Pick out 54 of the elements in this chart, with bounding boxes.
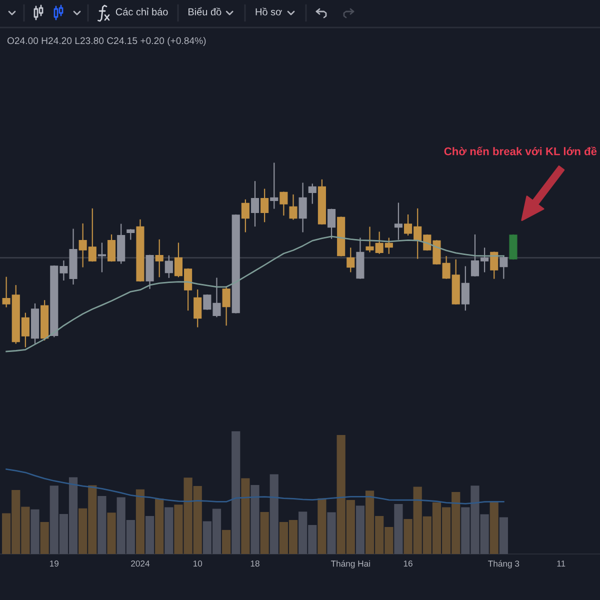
x-tick-label: 2024 bbox=[131, 560, 150, 567]
candlestick bbox=[270, 162, 278, 209]
bar bbox=[164, 507, 174, 554]
bar bbox=[241, 478, 250, 554]
bar bbox=[318, 498, 326, 554]
candlestick bbox=[461, 266, 470, 311]
candlestick bbox=[346, 248, 355, 272]
x-tick-label: Tháng Hai bbox=[330, 560, 370, 568]
bar bbox=[107, 512, 116, 554]
bar bbox=[260, 512, 269, 554]
bar bbox=[136, 489, 145, 554]
bar bbox=[327, 512, 336, 554]
x-tick-label: 16 bbox=[404, 560, 412, 567]
text: Chờ nến break với KL lớn đề bbox=[444, 146, 597, 156]
candlestick bbox=[280, 192, 288, 216]
bar bbox=[145, 516, 154, 554]
bar bbox=[155, 498, 164, 554]
bar bbox=[499, 517, 508, 554]
x-tick-label: 11 bbox=[557, 560, 566, 566]
candlestick bbox=[260, 188, 269, 222]
x-tick-label: 18 bbox=[250, 560, 260, 567]
candlestick bbox=[241, 199, 250, 232]
candlestick bbox=[298, 182, 307, 232]
candlestick bbox=[500, 255, 508, 279]
bar bbox=[394, 504, 403, 554]
candlestick bbox=[126, 229, 135, 240]
candlestick bbox=[98, 242, 106, 272]
candlestick bbox=[490, 252, 498, 279]
candlestick bbox=[164, 255, 173, 278]
bar bbox=[98, 496, 106, 554]
x-tick-label: 10 bbox=[193, 560, 202, 567]
bar bbox=[356, 506, 365, 554]
candlestick bbox=[308, 184, 316, 204]
candlestick bbox=[155, 239, 164, 278]
candlestick bbox=[194, 289, 202, 328]
candlestick bbox=[107, 234, 116, 262]
chart-title: O24.00 H24.20 L23.80 C24.15 +0.20 (+0.84%) bbox=[7, 37, 206, 46]
candlestick bbox=[222, 286, 230, 326]
bar bbox=[270, 474, 278, 554]
bar bbox=[232, 431, 240, 554]
text: Hồ sơ bbox=[256, 8, 282, 16]
text: Biểu đồ bbox=[188, 7, 222, 16]
bar bbox=[30, 509, 40, 554]
candlestick bbox=[394, 202, 402, 240]
bar bbox=[40, 522, 49, 554]
bar bbox=[250, 485, 260, 554]
x-tick-label: Tháng 3 bbox=[488, 560, 520, 568]
bar bbox=[490, 500, 498, 554]
text: Các chỉ báo bbox=[116, 8, 168, 16]
x-tick-label: 19 bbox=[50, 560, 59, 567]
candlestick bbox=[250, 181, 260, 227]
bar bbox=[222, 530, 231, 554]
candlestick bbox=[289, 194, 298, 220]
candlestick bbox=[327, 208, 336, 239]
